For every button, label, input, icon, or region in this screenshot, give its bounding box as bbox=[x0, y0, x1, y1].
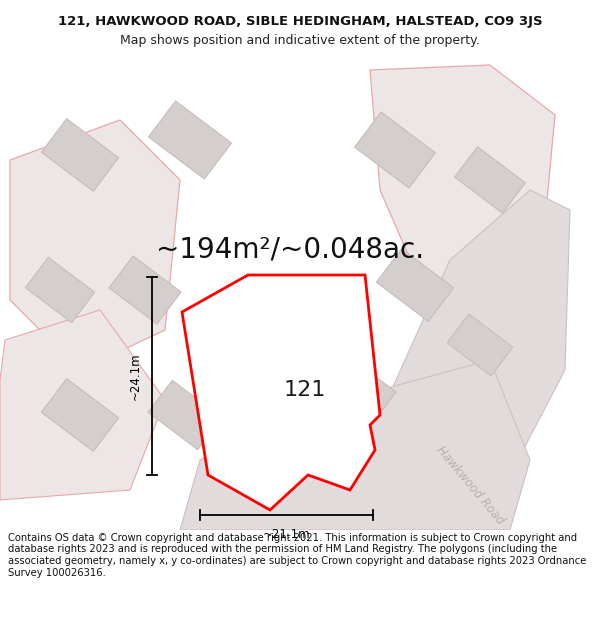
Text: Contains OS data © Crown copyright and database right 2021. This information is : Contains OS data © Crown copyright and d… bbox=[8, 533, 586, 578]
Text: 121, HAWKWOOD ROAD, SIBLE HEDINGHAM, HALSTEAD, CO9 3JS: 121, HAWKWOOD ROAD, SIBLE HEDINGHAM, HAL… bbox=[58, 15, 542, 28]
Polygon shape bbox=[148, 381, 222, 449]
Polygon shape bbox=[355, 112, 436, 188]
Polygon shape bbox=[455, 147, 526, 213]
Text: Map shows position and indicative extent of the property.: Map shows position and indicative extent… bbox=[120, 34, 480, 47]
Polygon shape bbox=[447, 314, 513, 376]
Text: 121: 121 bbox=[284, 380, 326, 400]
Text: ~194m²/~0.048ac.: ~194m²/~0.048ac. bbox=[156, 236, 424, 264]
Polygon shape bbox=[41, 379, 119, 451]
Polygon shape bbox=[324, 356, 396, 424]
Polygon shape bbox=[41, 119, 119, 191]
Polygon shape bbox=[360, 190, 570, 500]
Polygon shape bbox=[10, 120, 180, 370]
Text: ~24.1m: ~24.1m bbox=[129, 352, 142, 400]
Polygon shape bbox=[370, 65, 555, 305]
Polygon shape bbox=[149, 101, 232, 179]
Polygon shape bbox=[0, 310, 165, 500]
Polygon shape bbox=[376, 249, 454, 321]
Polygon shape bbox=[182, 275, 380, 510]
Polygon shape bbox=[25, 258, 95, 322]
Polygon shape bbox=[109, 256, 181, 324]
Text: Hawkwood Road: Hawkwood Road bbox=[434, 443, 506, 527]
Polygon shape bbox=[180, 360, 530, 530]
Text: ~21.1m: ~21.1m bbox=[263, 528, 310, 541]
